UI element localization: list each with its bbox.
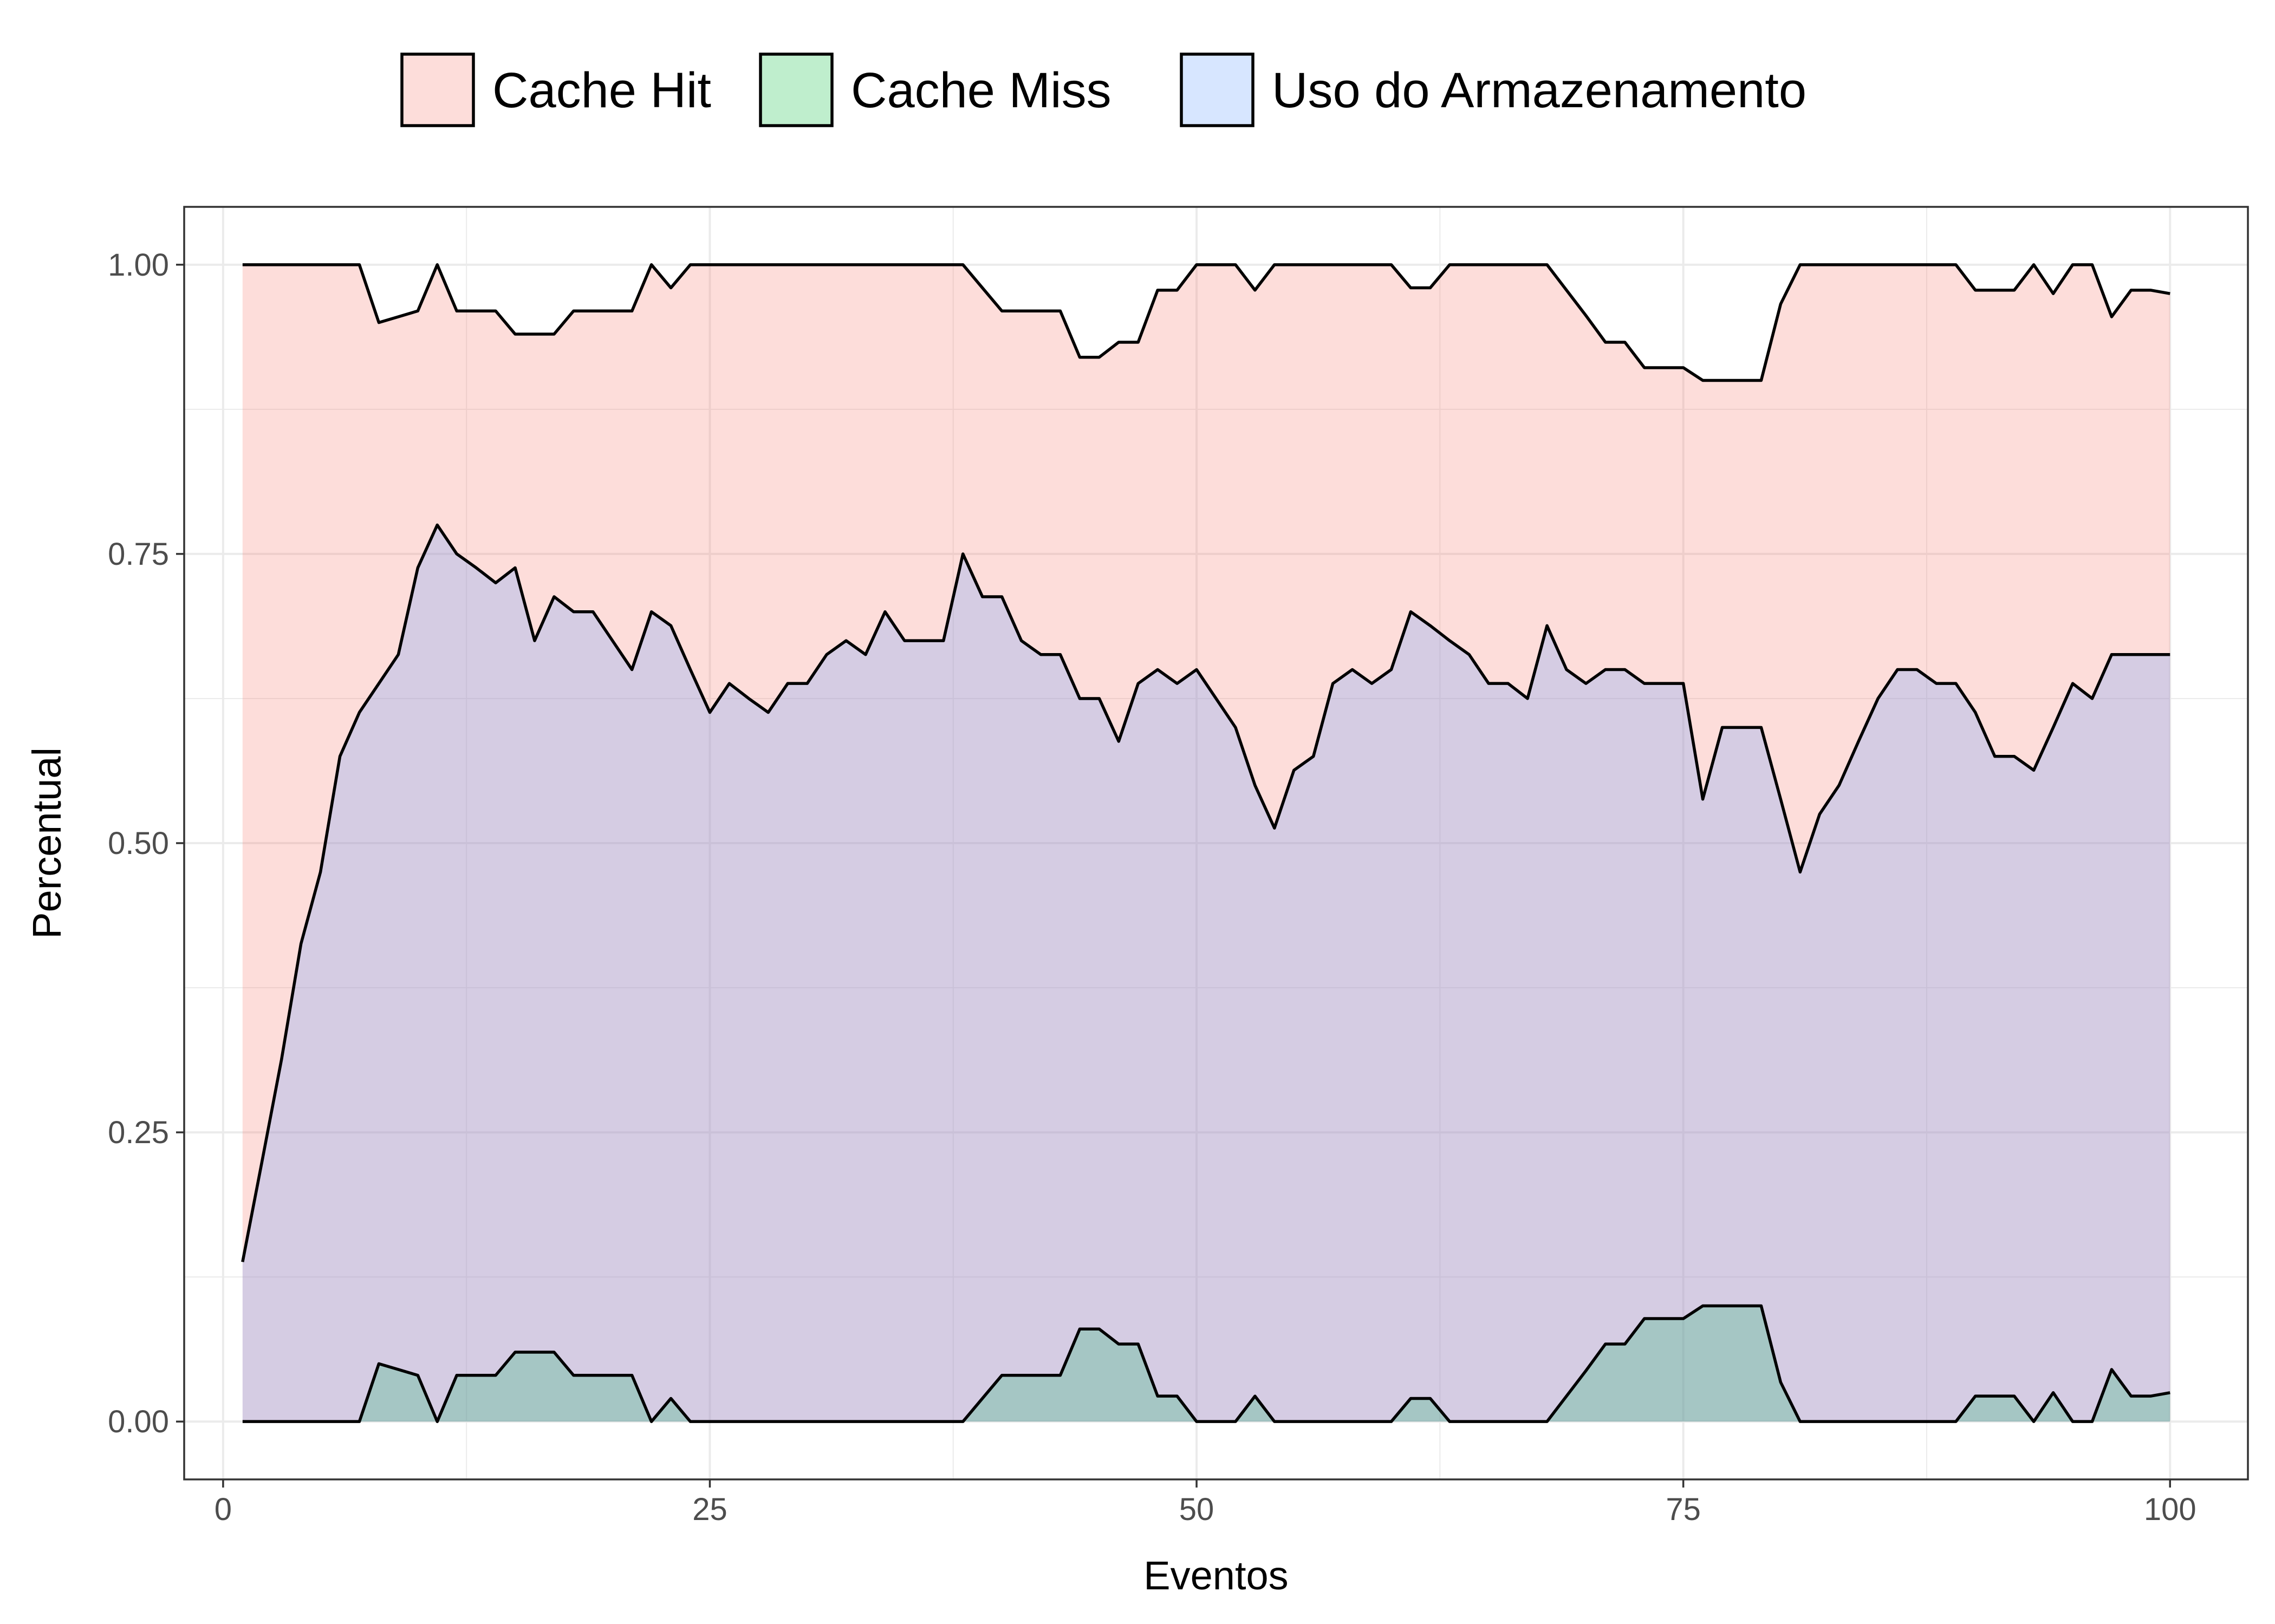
series-areas [242,264,2170,1422]
plot-panel [183,206,2249,1480]
x-tick-label: 25 [692,1492,727,1527]
cache-hit-line [242,263,2170,382]
legend: Cache Hit Cache Miss Uso do Armazenamento [400,53,1806,127]
x-axis: 0 25 50 75 100 [214,1479,2196,1527]
x-axis-title: Eventos [1143,1553,1288,1598]
y-tick-label: 0.00 [108,1404,169,1439]
uso-do-armazenamento-area [242,525,2170,1422]
legend-key-background [402,54,473,126]
y-tick-label: 0.75 [108,537,169,572]
legend-key-cache-miss [759,53,834,127]
legend-label-uso-do-armazenamento: Uso do Armazenamento [1272,63,1806,118]
legend-key-background [760,54,832,126]
x-tick-label: 0 [214,1492,232,1527]
cache-miss-area [242,1306,2170,1422]
legend-key-cache-hit [400,53,475,127]
series-lines [241,263,2170,1423]
cache-miss-line [242,1304,2170,1423]
legend-label-cache-miss: Cache Miss [851,63,1112,118]
uso-do-armazenamento-line [241,523,2170,1262]
y-tick-label: 0.50 [108,826,169,861]
y-axis-title: Percentual [24,747,69,939]
y-tick-label: 0.25 [108,1115,169,1150]
legend-key-background [1181,54,1253,126]
y-tick-label: 1.00 [108,247,169,283]
cache-hit-area [242,264,2170,1422]
x-tick-label: 75 [1666,1492,1701,1527]
x-tick-label: 100 [2144,1492,2196,1527]
legend-label-cache-hit: Cache Hit [492,63,711,118]
legend-key-uso-do-armazenamento [1180,53,1254,127]
y-axis: 0.00 0.25 0.50 0.75 1.00 [108,247,184,1439]
x-tick-label: 50 [1179,1492,1214,1527]
